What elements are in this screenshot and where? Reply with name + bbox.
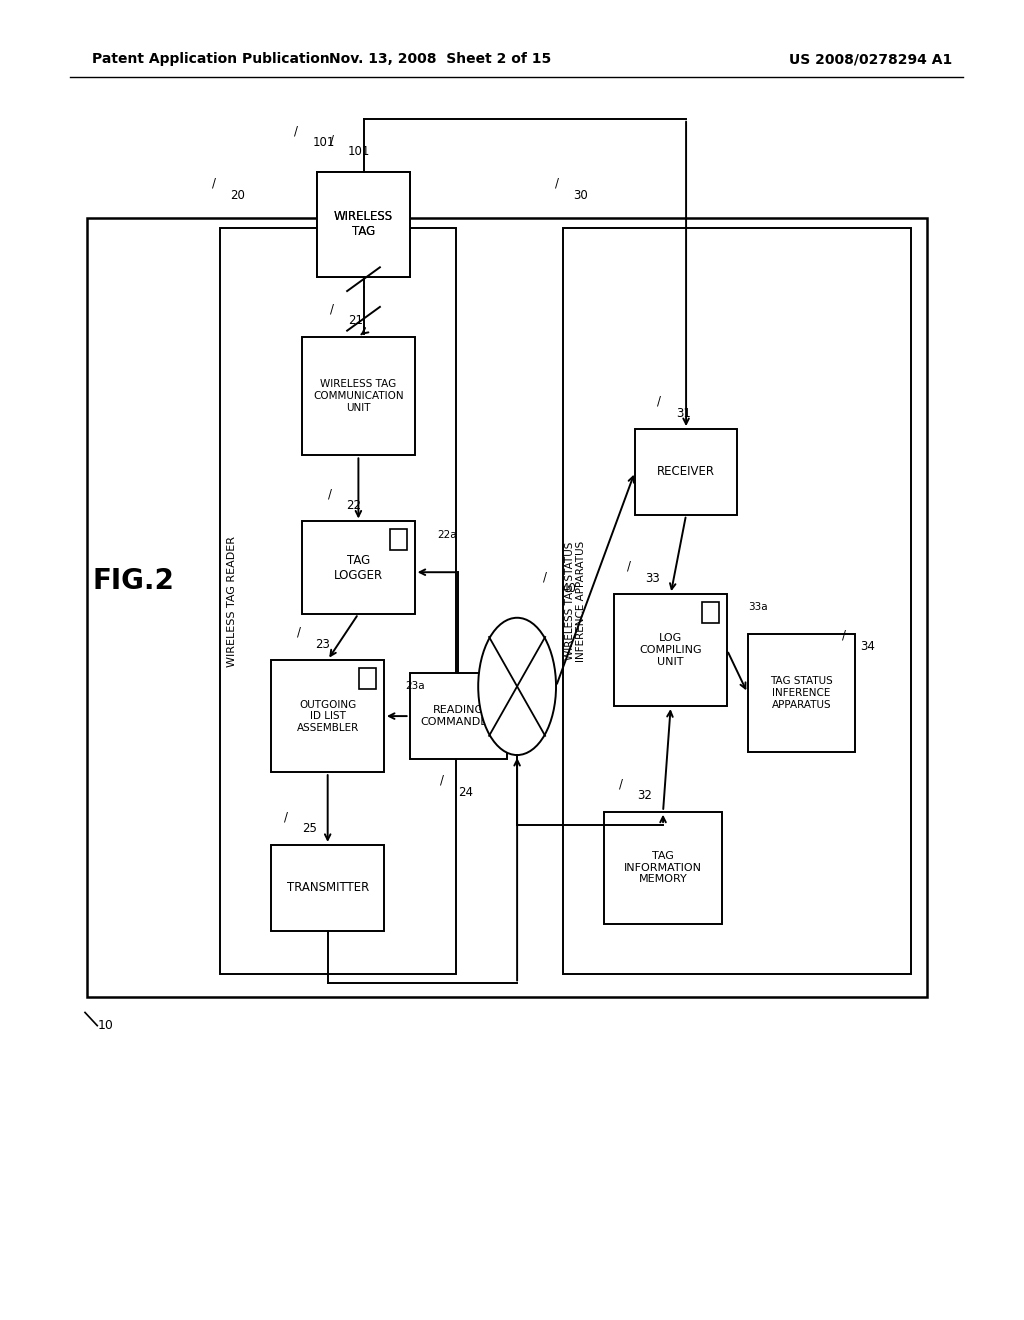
Text: WIRELESS TAG STATUS
INFERENCE APPARATUS: WIRELESS TAG STATUS INFERENCE APPARATUS <box>564 541 587 661</box>
Text: TAG
INFORMATION
MEMORY: TAG INFORMATION MEMORY <box>624 851 702 884</box>
Text: /: / <box>657 395 662 408</box>
Text: 101: 101 <box>312 136 335 149</box>
Text: Nov. 13, 2008  Sheet 2 of 15: Nov. 13, 2008 Sheet 2 of 15 <box>329 53 552 66</box>
Bar <box>635 429 737 515</box>
Bar <box>359 668 376 689</box>
Text: Patent Application Publication: Patent Application Publication <box>92 53 330 66</box>
Text: US 2008/0278294 A1: US 2008/0278294 A1 <box>790 53 952 66</box>
Bar <box>317 172 410 277</box>
Text: /: / <box>294 124 298 137</box>
Bar <box>604 812 722 924</box>
Text: /: / <box>627 560 631 573</box>
Text: READING
COMMANDER: READING COMMANDER <box>421 705 496 727</box>
Text: /: / <box>543 570 547 583</box>
Text: TAG STATUS
INFERENCE
APPARATUS: TAG STATUS INFERENCE APPARATUS <box>770 676 833 710</box>
Text: 33a: 33a <box>748 602 768 612</box>
Text: /: / <box>330 302 334 315</box>
Bar <box>302 521 415 614</box>
Text: OUTGOING
ID LIST
ASSEMBLER: OUTGOING ID LIST ASSEMBLER <box>297 700 358 733</box>
Text: FIG.2: FIG.2 <box>92 566 174 595</box>
Text: 24: 24 <box>459 785 473 799</box>
Text: /: / <box>330 133 334 147</box>
Text: 22: 22 <box>346 499 361 512</box>
Text: /: / <box>842 628 846 642</box>
Text: 31: 31 <box>676 407 691 420</box>
Text: 32: 32 <box>637 789 652 803</box>
Text: /: / <box>328 487 332 500</box>
Text: 101: 101 <box>348 145 371 158</box>
Bar <box>220 228 456 974</box>
Bar <box>271 660 384 772</box>
Text: /: / <box>284 810 288 824</box>
Bar <box>702 602 719 623</box>
Text: TRANSMITTER: TRANSMITTER <box>287 882 369 894</box>
Bar <box>563 228 911 974</box>
Bar <box>302 337 415 455</box>
Text: 34: 34 <box>860 640 876 653</box>
Text: 22a: 22a <box>437 529 458 540</box>
Text: WIRELESS TAG READER: WIRELESS TAG READER <box>227 536 238 667</box>
Text: /: / <box>555 177 559 190</box>
Bar <box>87 218 927 997</box>
Text: 21: 21 <box>348 314 364 327</box>
Text: 33: 33 <box>645 572 659 585</box>
Bar <box>410 673 507 759</box>
Text: /: / <box>212 177 216 190</box>
Bar <box>271 845 384 931</box>
Bar <box>390 529 407 550</box>
Text: LOG
COMPILING
UNIT: LOG COMPILING UNIT <box>639 634 702 667</box>
Text: WIRELESS TAG
COMMUNICATION
UNIT: WIRELESS TAG COMMUNICATION UNIT <box>313 379 403 413</box>
Text: /: / <box>297 626 301 639</box>
Text: 40: 40 <box>561 582 577 595</box>
Text: 20: 20 <box>230 189 246 202</box>
Ellipse shape <box>478 618 556 755</box>
Text: WIRELESS
TAG: WIRELESS TAG <box>334 210 393 239</box>
Bar <box>748 634 855 752</box>
Bar <box>614 594 727 706</box>
Text: TAG
LOGGER: TAG LOGGER <box>334 553 383 582</box>
Text: 10: 10 <box>97 1019 114 1032</box>
Text: 23a: 23a <box>404 681 425 692</box>
Text: /: / <box>440 774 443 787</box>
Text: 23: 23 <box>315 638 331 651</box>
Text: WIRELESS
TAG: WIRELESS TAG <box>334 210 393 239</box>
Text: /: / <box>620 777 623 791</box>
Bar <box>317 172 410 277</box>
Text: 25: 25 <box>302 822 317 836</box>
Text: 30: 30 <box>573 189 588 202</box>
Text: RECEIVER: RECEIVER <box>657 466 715 478</box>
